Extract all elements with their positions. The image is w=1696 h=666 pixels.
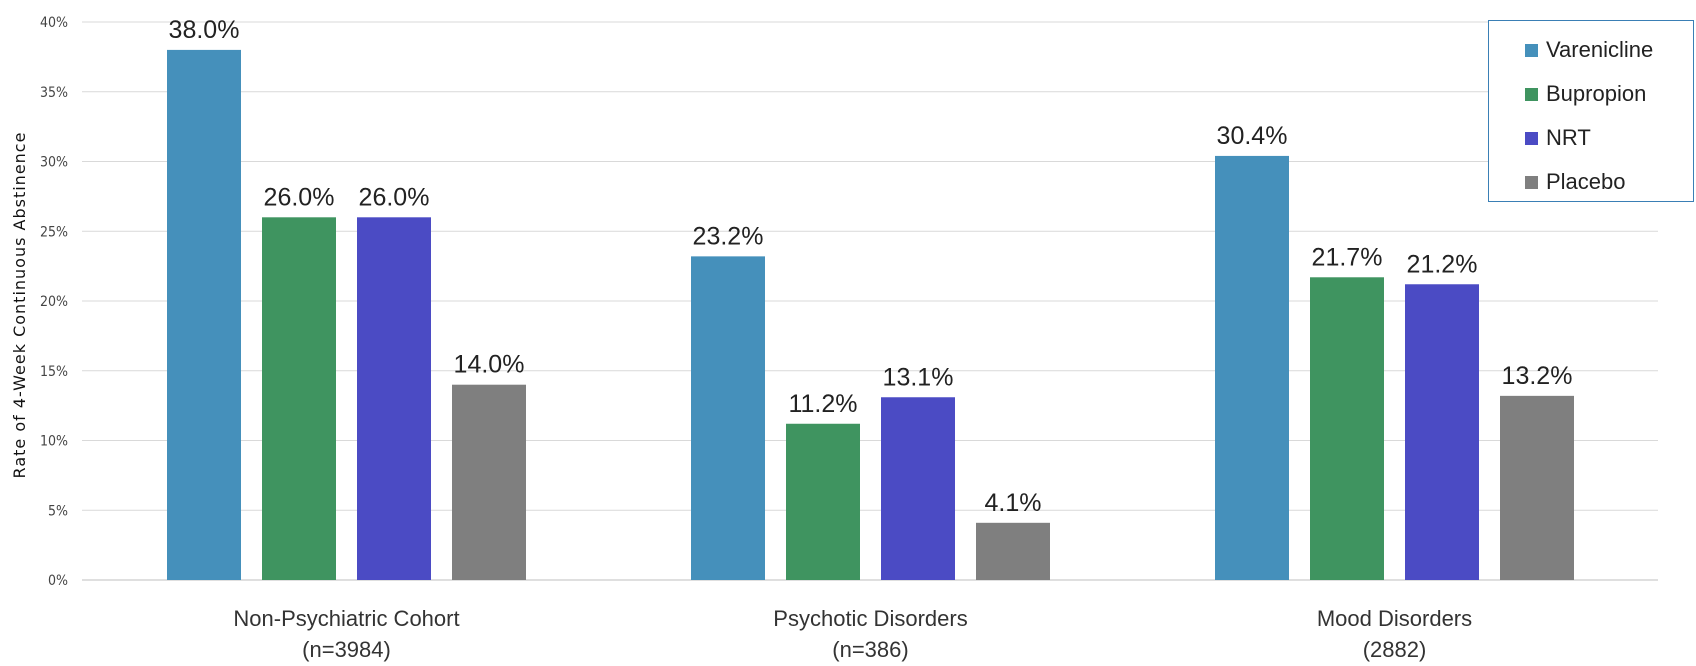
y-tick-label: 20% — [40, 294, 68, 310]
data-label: 21.7% — [1312, 243, 1383, 271]
y-axis-ticks: 0% 5% 10% 15% 20% 25% 30% 35% 40% — [40, 15, 68, 589]
legend-label: NRT — [1546, 125, 1591, 150]
data-label: 13.1% — [883, 363, 954, 391]
y-tick-label: 0% — [48, 573, 68, 589]
bar-nrt-3 — [1405, 284, 1479, 580]
legend-swatch — [1525, 131, 1538, 145]
category-label: Psychotic Disorders — [773, 606, 967, 631]
legend-label: Varenicline — [1546, 37, 1654, 62]
legend-label: Placebo — [1546, 169, 1626, 194]
legend: Varenicline Bupropion NRT Placebo — [1488, 20, 1694, 202]
bar-varenicline-2 — [691, 256, 765, 580]
bar-placebo-3 — [1500, 395, 1574, 580]
data-label: 4.1% — [985, 489, 1042, 517]
legend-swatch — [1525, 175, 1538, 189]
category-label: Non-Psychiatric Cohort — [233, 606, 459, 631]
y-tick-label: 15% — [40, 364, 68, 380]
y-tick-label: 10% — [40, 434, 68, 450]
y-tick-label: 25% — [40, 224, 68, 240]
bar-placebo-2 — [976, 522, 1050, 580]
x-axis-categories: Non-Psychiatric Cohort (n=3984) Psychotic … — [233, 606, 1472, 662]
bar-bupropion-1 — [262, 217, 336, 581]
bars — [167, 49, 1574, 581]
legend-swatch — [1525, 43, 1538, 57]
category-sublabel: (n=3984) — [302, 637, 391, 662]
bar-varenicline-3 — [1215, 155, 1289, 581]
data-label: 26.0% — [359, 183, 430, 211]
bar-bupropion-2 — [786, 423, 860, 580]
category-label: Mood Disorders — [1317, 606, 1472, 631]
legend-item-varenicline: Varenicline — [1525, 37, 1653, 63]
y-tick-label: 35% — [40, 85, 68, 101]
bar-placebo-1 — [452, 384, 526, 580]
data-label: 38.0% — [169, 16, 240, 44]
data-labels: 38.0% 23.2% 30.4% 26.0% 11.2% 21.7% 26.0% 13.1%… — [169, 16, 1573, 517]
legend-label: Bupropion — [1546, 81, 1647, 106]
legend-swatch — [1525, 87, 1538, 101]
category-sublabel: (n=386) — [832, 637, 908, 662]
y-tick-label: 40% — [40, 15, 68, 31]
bar-nrt-2 — [881, 397, 955, 580]
category-sublabel: (2882) — [1363, 637, 1427, 662]
data-label: 14.0% — [454, 351, 525, 379]
data-label: 30.4% — [1217, 122, 1288, 150]
data-label: 23.2% — [693, 222, 764, 250]
data-label: 11.2% — [788, 390, 857, 418]
bar-varenicline-1 — [167, 49, 241, 580]
gridlines — [82, 21, 1658, 581]
data-label: 21.2% — [1407, 250, 1478, 278]
legend-item-nrt: NRT — [1525, 125, 1591, 151]
bar-nrt-1 — [357, 217, 431, 581]
legend-item-placebo: Placebo — [1525, 169, 1626, 195]
legend-item-bupropion: Bupropion — [1525, 81, 1646, 107]
y-axis-label: Rate of 4-Week Continuous Abstinence — [10, 132, 29, 479]
data-label: 13.2% — [1502, 362, 1573, 390]
data-label: 26.0% — [264, 183, 335, 211]
y-tick-label: 30% — [40, 155, 68, 171]
y-tick-label: 5% — [48, 503, 68, 519]
bar-bupropion-3 — [1310, 277, 1384, 580]
